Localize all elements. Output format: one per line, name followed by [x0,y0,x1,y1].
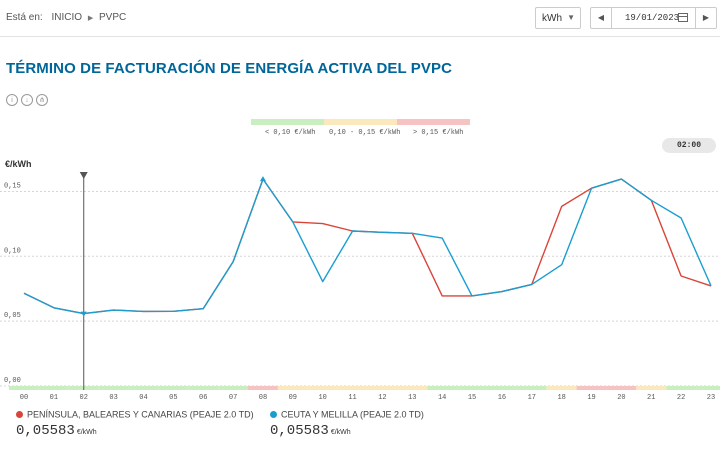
x-tick-label: 03 [109,394,117,402]
y-axis-label: €/kWh [5,159,32,169]
crosshair-marker-icon [79,172,88,179]
breadcrumb-label: Está en: [6,12,43,23]
calendar-icon[interactable] [678,13,688,22]
series-peninsula-unit: €/kWh [76,428,97,436]
date-picker[interactable]: ◀ 19/01/2023 ▶ [590,7,717,29]
hour-band-segment [98,386,129,390]
price-chart[interactable]: 0,00 0,05 0,10 0,15 00 01 02 03 04 05 06 07 08 09 10 11… [0,0,720,405]
hour-band-segment [188,386,219,390]
price-band-high-swatch [397,119,470,125]
series-peninsula-summary: PENÍNSULA, BALEARES Y CANARIAS (PEAJE 2.… [16,408,256,439]
series-ceuta-name: CEUTA Y MELILLA (PEAJE 2.0 TD) [281,409,424,420]
series-ceuta-dot [270,411,277,419]
peak-point-marker [259,176,266,182]
x-tick-label: 17 [528,394,536,402]
x-tick-label: 08 [259,394,267,402]
series-ceuta-unit: €/kWh [330,428,351,436]
series-ceuta-value: 0,05583 [270,422,329,439]
chart-actions: i ↓ ⋔ [6,89,51,107]
x-tick-label: 07 [229,394,237,402]
x-tick-label: 22 [677,394,685,402]
breadcrumb: Está en: INICIO ▶ PVPC [6,12,126,23]
y-tick-label: 0,10 [4,247,21,255]
x-tick-label: 10 [318,394,326,402]
breadcrumb-home[interactable]: INICIO [51,12,83,23]
hour-band-segment [38,386,69,390]
series-ceuta-summary: CEUTA Y MELILLA (PEAJE 2.0 TD) 0,05583 €/… [270,408,490,439]
x-tick-label: 01 [50,394,58,402]
y-tick-label: 0,15 [4,182,21,190]
hour-band-segment [277,386,308,390]
hour-band-segment [397,386,428,390]
breadcrumb-current[interactable]: PVPC [99,12,127,23]
series-peninsula-value: 0,05583 [16,422,75,439]
hour-band-segment [427,386,458,390]
price-band-low-swatch [251,119,324,125]
info-icon[interactable]: i [6,94,18,106]
price-band-high-label: > 0,15 €/kWh [413,129,464,137]
hour-band-segment [307,386,338,390]
hour-band-segment [218,386,249,390]
series-peninsula-line [23,178,712,315]
hour-band-segment [696,386,720,390]
hour-band-segment [248,386,278,390]
price-band-mid-label: 0,10 - 0,15 €/kWh [329,129,401,137]
series-peninsula-dot [16,411,23,419]
x-tick-label: 11 [348,394,356,402]
breadcrumb-separator-icon: ▶ [87,15,94,22]
price-band-low-label: < 0,10 €/kWh [265,129,316,137]
x-tick-label: 20 [617,394,625,402]
hour-band-segment [546,386,577,390]
x-tick-label: 23 [707,394,715,402]
hour-band-segment [576,386,607,390]
unit-select[interactable]: kWh ▼ [535,7,581,29]
x-tick-label: 19 [587,394,595,402]
x-tick-label: 13 [408,394,416,402]
hour-band-segment [457,386,487,390]
download-icon[interactable]: ↓ [21,94,33,106]
selected-hour-badge: 02:00 [662,138,716,153]
series-ceuta-line [23,178,712,315]
hour-band-segment [486,386,517,390]
x-tick-label: 12 [378,394,386,402]
hour-band-segment [9,386,39,390]
hour-band-segment [337,386,368,390]
hour-band-segment [516,386,547,390]
date-value[interactable]: 19/01/2023 [625,13,680,23]
selected-point-marker [80,311,87,317]
hour-band-segment [666,386,697,390]
hour-band-segment [636,386,667,390]
price-band-mid-swatch [324,119,397,125]
x-tick-label: 06 [199,394,207,402]
next-day-icon[interactable]: ▶ [695,8,716,28]
x-tick-label: 09 [289,394,297,402]
chevron-down-icon: ▼ [567,13,575,22]
x-tick-label: 15 [468,394,476,402]
x-tick-label: 14 [438,394,446,402]
y-tick-label: 0,00 [4,377,21,385]
hour-band-segment [128,386,159,390]
x-tick-label: 05 [169,394,177,402]
x-tick-label: 21 [647,394,655,402]
page-title: TÉRMINO DE FACTURACIÓN DE ENERGÍA ACTIVA… [6,60,453,77]
x-tick-label: 04 [139,394,147,402]
share-icon[interactable]: ⋔ [36,94,48,106]
x-tick-label: 00 [20,394,28,402]
hour-band-segment [367,386,398,390]
prev-day-icon[interactable]: ◀ [591,8,612,28]
series-peninsula-name: PENÍNSULA, BALEARES Y CANARIAS (PEAJE 2.… [27,409,254,420]
hour-band-segment [158,386,189,390]
y-tick-label: 0,05 [4,312,21,320]
x-tick-label: 16 [498,394,506,402]
unit-select-value: kWh [542,13,562,24]
x-tick-label: 02 [80,394,88,402]
hour-band-segment [606,386,637,390]
x-tick-label: 18 [557,394,565,402]
top-bar: Está en: INICIO ▶ PVPC kWh ▼ ◀ 19/01/202… [0,0,720,37]
